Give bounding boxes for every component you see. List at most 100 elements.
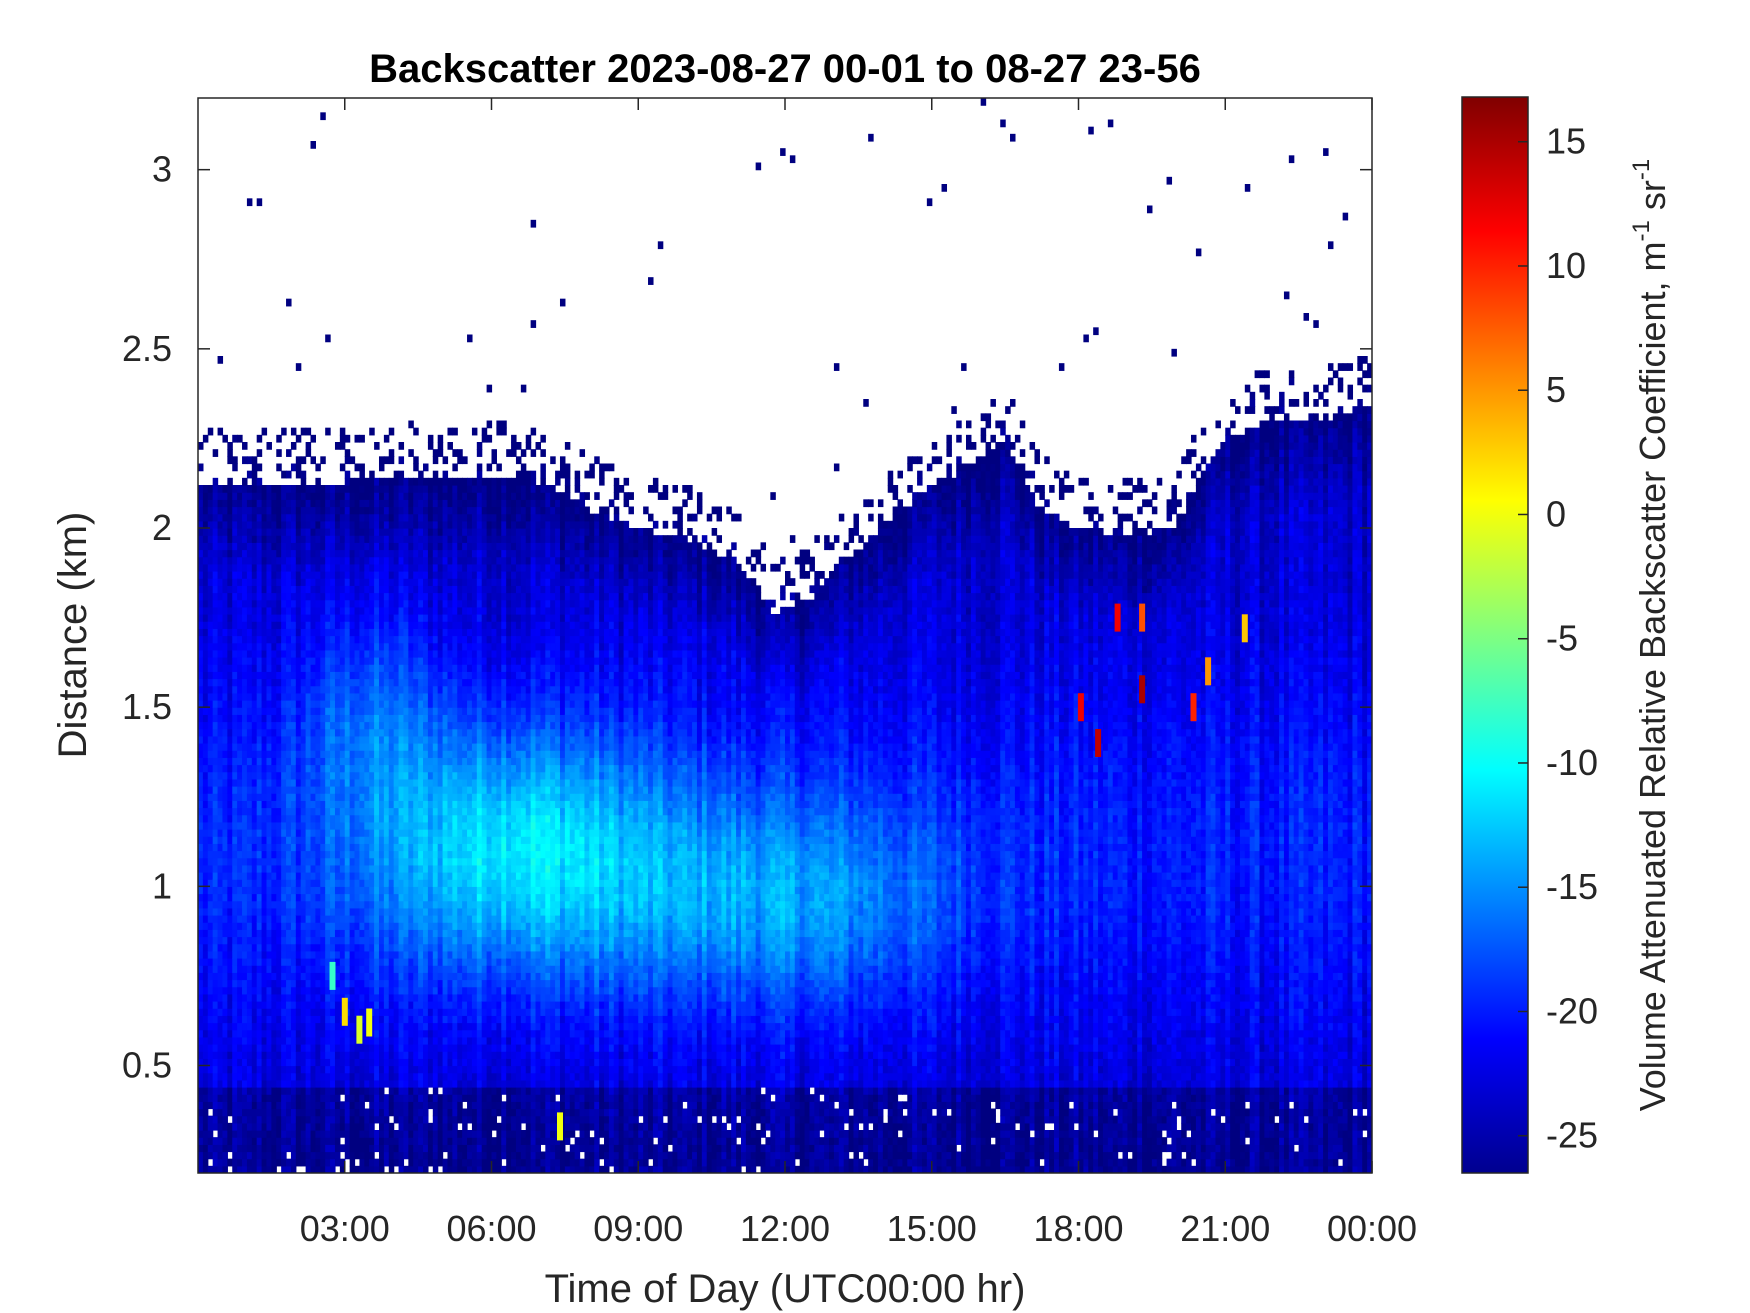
heatmap-cell	[378, 728, 385, 737]
heatmap-cell	[246, 621, 253, 629]
heatmap-cell	[393, 642, 400, 651]
heatmap-cell	[374, 993, 380, 1002]
heatmap-cell	[423, 642, 429, 651]
heatmap-cell	[286, 893, 292, 902]
heatmap-cell	[403, 1137, 409, 1145]
heatmap-cell	[300, 563, 307, 572]
heatmap-cell	[418, 614, 424, 622]
heatmap-cell	[242, 477, 248, 486]
heatmap-cell	[325, 635, 331, 644]
heatmap-cell	[339, 907, 346, 916]
heatmap-cell	[359, 857, 365, 866]
heatmap-cell	[242, 893, 248, 902]
heatmap-cell	[242, 1122, 248, 1131]
heatmap-cell	[251, 1165, 258, 1173]
heatmap-cell	[227, 864, 233, 873]
heatmap-cell	[330, 506, 336, 515]
heatmap-cell	[330, 1144, 336, 1153]
heatmap-cell	[222, 721, 228, 730]
heatmap-cell	[305, 1122, 312, 1131]
heatmap-cell	[266, 786, 272, 794]
heatmap-cell	[202, 657, 209, 665]
heatmap-cell	[212, 707, 219, 715]
heatmap-cell	[261, 635, 268, 644]
heatmap-cell	[423, 664, 429, 672]
heatmap-cell	[246, 664, 253, 672]
heatmap-cell	[246, 728, 253, 737]
heatmap-cell	[286, 571, 292, 579]
heatmap-cell	[437, 1101, 444, 1110]
heatmap-cell	[271, 1044, 277, 1052]
heatmap-cell	[232, 1087, 238, 1095]
heatmap-cell	[330, 1094, 336, 1102]
heatmap-cell	[286, 520, 292, 529]
heatmap-cell	[276, 771, 282, 780]
heatmap-cell	[198, 771, 204, 780]
heatmap-cell	[295, 1008, 302, 1016]
heatmap-cell	[369, 1144, 375, 1153]
heatmap-cell	[207, 979, 214, 988]
heatmap-cell	[198, 958, 204, 966]
heatmap-cell	[325, 793, 331, 801]
heatmap-cell	[237, 1087, 243, 1095]
heatmap-cell	[359, 463, 365, 472]
heatmap-cell	[217, 1008, 224, 1016]
heatmap-cell	[330, 943, 336, 952]
heatmap-cell	[418, 499, 424, 508]
heatmap-cell	[227, 700, 233, 708]
heatmap-cell	[354, 485, 361, 493]
heatmap-cell	[315, 915, 321, 923]
heatmap-cell	[369, 714, 375, 723]
heatmap-cell	[354, 771, 361, 780]
heatmap-cell	[256, 535, 263, 543]
heatmap-cell	[290, 915, 297, 923]
heatmap-cell	[339, 979, 346, 988]
heatmap-cell	[271, 1001, 277, 1009]
heatmap-cell	[251, 1079, 258, 1088]
heatmap-cell	[374, 872, 380, 880]
heatmap-cell	[403, 485, 409, 493]
heatmap-cell	[359, 814, 365, 823]
heatmap-cell	[290, 764, 297, 773]
heatmap-cell	[437, 700, 444, 708]
heatmap-cell	[286, 556, 292, 565]
heatmap-cell	[432, 657, 439, 665]
heatmap-cell	[266, 485, 272, 493]
heatmap-cell	[388, 757, 395, 766]
heatmap-cell	[423, 743, 429, 751]
heatmap-cell	[418, 635, 424, 644]
heatmap-cell	[246, 821, 253, 830]
heatmap-cell	[418, 958, 424, 966]
heatmap-cell	[315, 886, 321, 895]
heatmap-cell	[271, 836, 277, 844]
heatmap-cell	[276, 692, 282, 701]
heatmap-cell	[202, 1015, 209, 1024]
heatmap-cell	[398, 1029, 405, 1038]
heatmap-cell	[222, 1072, 228, 1081]
heatmap-cell	[359, 972, 365, 981]
heatmap-cell	[217, 678, 224, 687]
heatmap-cell	[442, 1087, 449, 1095]
heatmap-cell	[423, 492, 429, 500]
heatmap-cell	[315, 864, 321, 873]
heatmap-cell	[398, 757, 405, 766]
heatmap-cell	[432, 692, 439, 701]
heatmap-cell	[300, 735, 307, 744]
heatmap-cell	[310, 700, 316, 708]
heatmap-cell	[198, 700, 204, 708]
heatmap-cell	[212, 893, 219, 902]
heatmap-cell	[246, 936, 253, 945]
heatmap-cell	[212, 606, 219, 615]
heatmap-cell	[198, 513, 204, 522]
heatmap-cell	[359, 1158, 365, 1167]
heatmap-cell	[393, 671, 400, 680]
heatmap-cell	[310, 1115, 316, 1124]
heatmap-cell	[364, 642, 370, 651]
heatmap-cell	[442, 657, 449, 665]
heatmap-cell	[413, 1122, 419, 1131]
heatmap-cell	[295, 549, 302, 558]
heatmap-cell	[276, 485, 282, 493]
heatmap-cell	[369, 922, 375, 930]
heatmap-cell	[222, 513, 228, 522]
heatmap-cell	[413, 1158, 419, 1167]
